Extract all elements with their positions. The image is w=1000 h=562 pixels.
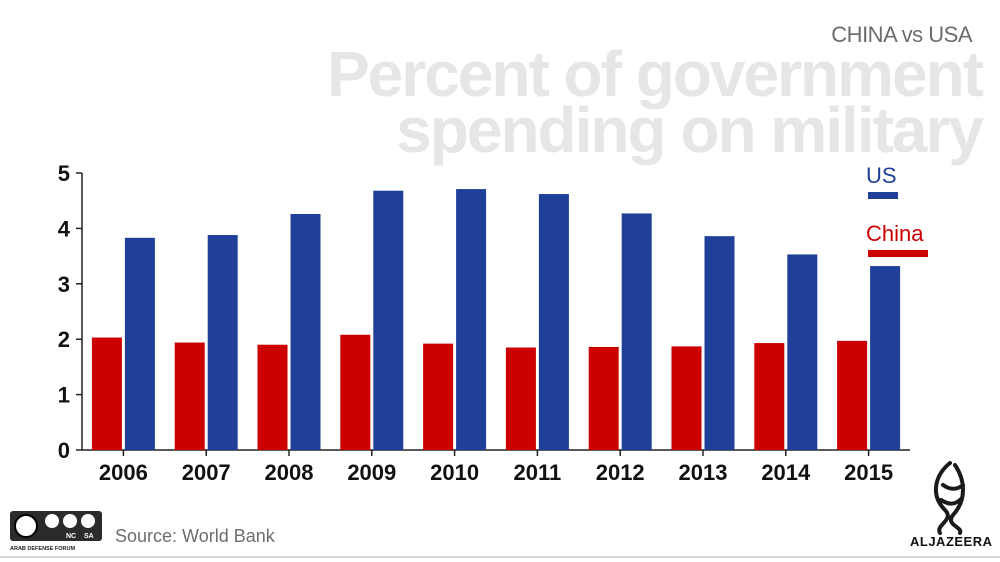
cc-icon bbox=[14, 514, 38, 538]
bar-us-2012 bbox=[621, 213, 652, 450]
bar-us-2010 bbox=[456, 189, 487, 451]
badge-caption: ARAB DEFENSE FORUM bbox=[10, 546, 76, 552]
x-tick-label: 2007 bbox=[182, 460, 231, 485]
bar-china-2013 bbox=[671, 346, 702, 450]
bar-us-2009 bbox=[373, 190, 404, 450]
legend-swatch-us bbox=[868, 192, 898, 199]
y-tick-label: 1 bbox=[58, 383, 70, 408]
chart-title-line-1: Percent of government bbox=[326, 38, 984, 110]
x-tick-label: 2009 bbox=[347, 460, 396, 485]
bar-china-2007 bbox=[174, 342, 205, 450]
bar-us-2008 bbox=[290, 213, 321, 450]
x-tick-label: 2010 bbox=[430, 460, 479, 485]
legend-label-china: China bbox=[866, 221, 924, 246]
bar-china-2012 bbox=[588, 346, 619, 450]
cc-license-badge: NC SA ARAB DEFENSE FORUM bbox=[10, 511, 102, 552]
bar-china-2015 bbox=[837, 340, 868, 450]
aljazeera-wordmark: ALJAZEERA bbox=[910, 534, 993, 549]
sa-icon bbox=[81, 514, 95, 528]
y-tick-label: 4 bbox=[58, 216, 71, 241]
legend-label-us: US bbox=[866, 163, 897, 188]
y-tick-label: 2 bbox=[58, 327, 70, 352]
x-tick-label: 2012 bbox=[596, 460, 645, 485]
bar-china-2010 bbox=[423, 343, 454, 450]
bottom-divider bbox=[0, 556, 1000, 558]
bar-china-2006 bbox=[91, 337, 122, 450]
x-tick-label: 2008 bbox=[265, 460, 314, 485]
chart-subtitle: CHINA vs USA bbox=[831, 22, 972, 47]
bar-china-2014 bbox=[754, 343, 785, 450]
by-icon bbox=[45, 514, 59, 528]
x-tick-label: 2014 bbox=[761, 460, 811, 485]
nc-icon bbox=[63, 514, 77, 528]
source-credit: Source: World Bank bbox=[115, 526, 275, 546]
bar-us-2013 bbox=[704, 236, 735, 450]
bar-us-2015 bbox=[870, 266, 901, 450]
bar-us-2006 bbox=[124, 237, 155, 450]
chart-title: Percent of government spending on milita… bbox=[326, 38, 984, 166]
bar-china-2008 bbox=[257, 344, 288, 450]
y-tick-label: 5 bbox=[58, 161, 70, 186]
x-tick-label: 2015 bbox=[844, 460, 893, 485]
bar-us-2014 bbox=[787, 254, 818, 450]
bar-china-2009 bbox=[340, 334, 371, 450]
badge-sa-text: SA bbox=[84, 533, 94, 540]
y-tick-label: 0 bbox=[58, 438, 70, 463]
chart-title-line-2: spending on military bbox=[396, 94, 984, 166]
bar-us-2011 bbox=[538, 194, 569, 450]
x-tick-label: 2006 bbox=[99, 460, 148, 485]
bar-us-2007 bbox=[207, 235, 238, 450]
x-tick-label: 2013 bbox=[679, 460, 728, 485]
bar-china-2011 bbox=[505, 347, 536, 450]
x-tick-label: 2011 bbox=[514, 460, 562, 485]
y-tick-label: 3 bbox=[58, 272, 70, 297]
legend-swatch-china bbox=[868, 250, 928, 257]
aljazeera-logo-icon bbox=[934, 461, 965, 535]
badge-nc-text: NC bbox=[66, 533, 76, 540]
